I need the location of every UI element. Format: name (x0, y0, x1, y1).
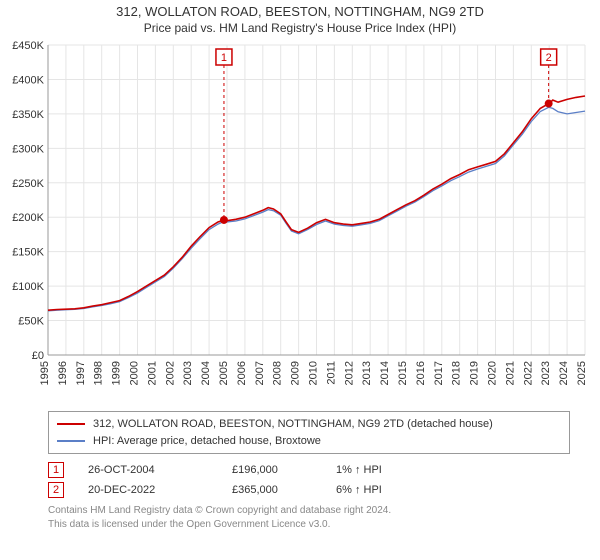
sale-row-1: 1 26-OCT-2004 £196,000 1% ↑ HPI (48, 462, 570, 478)
svg-text:£0: £0 (32, 350, 44, 362)
legend-row-property: 312, WOLLATON ROAD, BEESTON, NOTTINGHAM,… (57, 416, 561, 433)
svg-text:1998: 1998 (93, 361, 105, 385)
svg-text:2020: 2020 (487, 361, 499, 385)
svg-text:2016: 2016 (415, 361, 427, 385)
svg-text:2015: 2015 (397, 361, 409, 385)
svg-text:£150K: £150K (12, 247, 44, 259)
svg-text:2018: 2018 (451, 361, 463, 385)
svg-text:2019: 2019 (469, 361, 481, 385)
price-chart: £0 £50K £100K £150K £200K £250K £300K £350K £400… (0, 37, 600, 407)
svg-text:2005: 2005 (218, 361, 230, 385)
title-line1: 312, WOLLATON ROAD, BEESTON, NOTTINGHAM,… (0, 4, 600, 19)
svg-text:1995: 1995 (39, 361, 51, 385)
footer-line1: Contains HM Land Registry data © Crown c… (48, 504, 570, 518)
legend-label-hpi: HPI: Average price, detached house, Brox… (93, 433, 321, 450)
marker-1-dot (220, 216, 228, 224)
sale-2-date: 20-DEC-2022 (88, 484, 208, 496)
svg-text:2010: 2010 (308, 361, 320, 385)
marker-2-dot (545, 100, 553, 108)
svg-text:£400K: £400K (12, 74, 44, 86)
svg-text:£350K: £350K (12, 109, 44, 121)
svg-text:2001: 2001 (146, 361, 158, 385)
sale-2-hpi: 6% ↑ HPI (336, 484, 382, 496)
svg-text:2002: 2002 (164, 361, 176, 385)
svg-text:£450K: £450K (12, 40, 44, 52)
svg-text:1997: 1997 (75, 361, 87, 385)
sale-markers-list: 1 26-OCT-2004 £196,000 1% ↑ HPI 2 20-DEC… (48, 462, 570, 498)
svg-text:£100K: £100K (12, 281, 44, 293)
sale-1-hpi: 1% ↑ HPI (336, 464, 382, 476)
marker-2-label: 2 (546, 52, 552, 64)
footer-attribution: Contains HM Land Registry data © Crown c… (48, 504, 570, 531)
sale-row-2: 2 20-DEC-2022 £365,000 6% ↑ HPI (48, 482, 570, 498)
sale-2-price: £365,000 (232, 484, 312, 496)
svg-text:2006: 2006 (236, 361, 248, 385)
svg-text:2012: 2012 (343, 361, 355, 385)
footer-line2: This data is licensed under the Open Gov… (48, 518, 570, 532)
svg-text:2007: 2007 (254, 361, 266, 385)
sale-marker-2-icon: 2 (48, 482, 64, 498)
sale-1-price: £196,000 (232, 464, 312, 476)
svg-text:£300K: £300K (12, 143, 44, 155)
legend-label-property: 312, WOLLATON ROAD, BEESTON, NOTTINGHAM,… (93, 416, 493, 433)
legend: 312, WOLLATON ROAD, BEESTON, NOTTINGHAM,… (48, 411, 570, 454)
svg-text:£50K: £50K (18, 316, 44, 328)
sale-marker-1-icon: 1 (48, 462, 64, 478)
svg-text:2021: 2021 (504, 361, 516, 385)
svg-text:2023: 2023 (540, 361, 552, 385)
svg-text:2014: 2014 (379, 361, 391, 385)
svg-text:2017: 2017 (433, 361, 445, 385)
chart-svg: £0 £50K £100K £150K £200K £250K £300K £350K £400… (0, 37, 600, 407)
svg-text:2004: 2004 (200, 361, 212, 385)
svg-text:2003: 2003 (182, 361, 194, 385)
marker-1-label: 1 (221, 52, 227, 64)
svg-text:2022: 2022 (522, 361, 534, 385)
svg-text:2025: 2025 (576, 361, 588, 385)
svg-text:£200K: £200K (12, 212, 44, 224)
svg-text:2008: 2008 (272, 361, 284, 385)
svg-text:£250K: £250K (12, 178, 44, 190)
svg-text:2013: 2013 (361, 361, 373, 385)
svg-text:2000: 2000 (129, 361, 141, 385)
svg-text:1996: 1996 (57, 361, 69, 385)
legend-row-hpi: HPI: Average price, detached house, Brox… (57, 433, 561, 450)
legend-swatch-hpi (57, 440, 85, 442)
svg-text:2024: 2024 (558, 361, 570, 385)
sale-1-date: 26-OCT-2004 (88, 464, 208, 476)
title-line2: Price paid vs. HM Land Registry's House … (0, 21, 600, 35)
svg-text:2009: 2009 (290, 361, 302, 385)
svg-text:1999: 1999 (111, 361, 123, 385)
legend-swatch-property (57, 423, 85, 425)
svg-text:2011: 2011 (325, 361, 337, 385)
chart-title-block: 312, WOLLATON ROAD, BEESTON, NOTTINGHAM,… (0, 0, 600, 37)
